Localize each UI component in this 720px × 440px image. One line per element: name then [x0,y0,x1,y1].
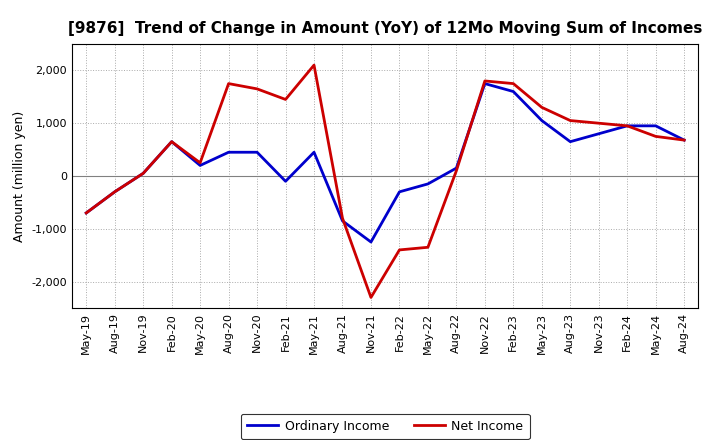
Ordinary Income [652,123,660,128]
Net Income [310,62,318,68]
Net Income [652,134,660,139]
Net Income [167,139,176,144]
Net Income [366,295,375,300]
Ordinary Income [452,165,461,171]
Legend: Ordinary Income, Net Income: Ordinary Income, Net Income [240,414,530,439]
Net Income [680,137,688,143]
Ordinary Income [82,210,91,216]
Ordinary Income [225,150,233,155]
Net Income [509,81,518,86]
Ordinary Income [366,239,375,245]
Ordinary Income [680,137,688,143]
Line: Ordinary Income: Ordinary Income [86,84,684,242]
Net Income [110,189,119,194]
Net Income [139,171,148,176]
Net Income [452,168,461,173]
Ordinary Income [480,81,489,86]
Ordinary Income [595,131,603,136]
Net Income [395,247,404,253]
Ordinary Income [423,181,432,187]
Ordinary Income [338,218,347,224]
Ordinary Income [196,163,204,168]
Ordinary Income [282,179,290,184]
Net Income [537,105,546,110]
Ordinary Income [566,139,575,144]
Ordinary Income [253,150,261,155]
Title: [9876]  Trend of Change in Amount (YoY) of 12Mo Moving Sum of Incomes: [9876] Trend of Change in Amount (YoY) o… [68,21,703,36]
Net Income [566,118,575,123]
Ordinary Income [537,118,546,123]
Ordinary Income [623,123,631,128]
Net Income [282,97,290,102]
Ordinary Income [395,189,404,194]
Ordinary Income [167,139,176,144]
Net Income [595,121,603,126]
Net Income [225,81,233,86]
Ordinary Income [110,189,119,194]
Ordinary Income [139,171,148,176]
Line: Net Income: Net Income [86,65,684,297]
Net Income [623,123,631,128]
Ordinary Income [310,150,318,155]
Y-axis label: Amount (million yen): Amount (million yen) [13,110,26,242]
Net Income [480,78,489,84]
Net Income [338,216,347,221]
Net Income [253,86,261,92]
Net Income [82,210,91,216]
Ordinary Income [509,89,518,94]
Net Income [196,160,204,165]
Net Income [423,245,432,250]
